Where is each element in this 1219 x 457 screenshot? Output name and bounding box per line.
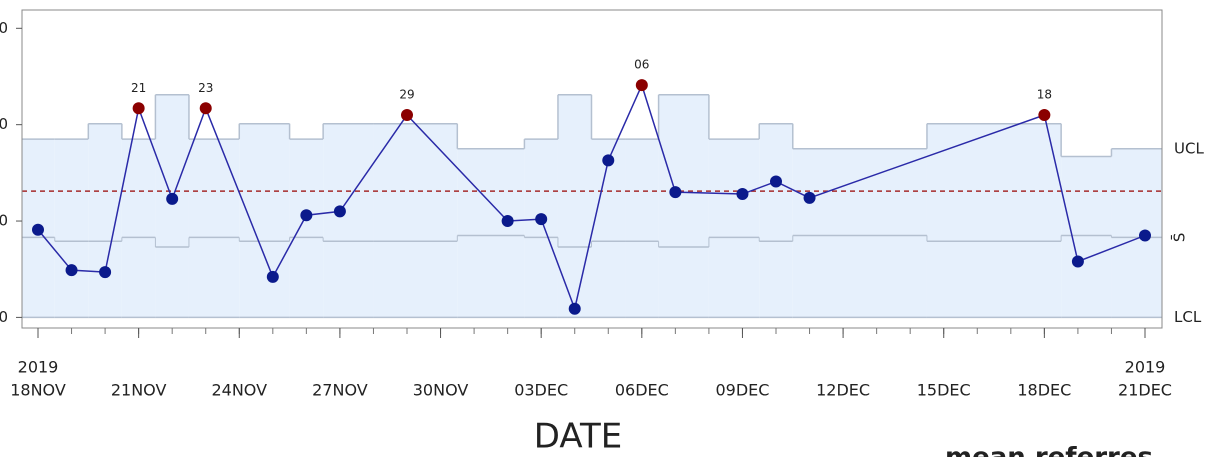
data-point — [669, 186, 682, 199]
limit-band — [1061, 156, 1112, 318]
plot-frame — [21, 9, 1163, 329]
x-tick-label: 30NOV — [413, 381, 469, 400]
limit-band — [658, 94, 709, 318]
limit-band — [239, 123, 290, 318]
x-tick-label: 12DEC — [816, 381, 870, 400]
data-point — [300, 209, 313, 222]
point-label: 23 — [198, 81, 213, 95]
limit-band — [457, 148, 525, 318]
footnote: mean referres — [945, 443, 1153, 457]
data-point — [803, 191, 816, 204]
limit-band — [155, 94, 189, 318]
limit-band — [759, 123, 793, 318]
x-tick-label: 27NOV — [312, 381, 368, 400]
limit-band — [557, 94, 592, 318]
limit-band — [188, 139, 240, 318]
limit-band — [323, 123, 374, 318]
x-tick-label: 06DEC — [615, 381, 669, 400]
y-tick-label: 30 — [0, 19, 8, 37]
point-label: 21 — [131, 81, 146, 95]
data-point — [1139, 229, 1151, 242]
limit-band — [792, 148, 927, 318]
x-tick-label: 03DEC — [514, 381, 568, 400]
center-label: S̄ — [1170, 233, 1189, 243]
data-point — [635, 79, 648, 92]
limit-band — [121, 139, 156, 318]
data-point — [535, 213, 548, 226]
data-point — [501, 215, 514, 228]
data-point — [770, 175, 782, 188]
limit-band — [926, 123, 1062, 318]
y-tick-label: 20 — [0, 115, 8, 133]
x-tick-label: 18NOV — [10, 381, 66, 400]
data-point — [1071, 255, 1084, 268]
limit-band — [289, 139, 324, 318]
x-year-label: 2019 — [18, 358, 59, 377]
x-year-label: 2019 — [1125, 358, 1166, 377]
data-point — [736, 188, 749, 201]
x-tick-label: 09DEC — [715, 381, 769, 400]
limit-band — [591, 139, 626, 318]
x-axis-label: DATE — [534, 417, 622, 457]
data-point — [568, 302, 581, 315]
data-point — [199, 102, 212, 115]
limit-band — [708, 139, 760, 318]
data-point — [32, 223, 44, 236]
point-label: 06 — [634, 58, 649, 72]
data-point — [99, 266, 112, 279]
limit-band — [88, 123, 122, 318]
x-tick-label: 21NOV — [111, 381, 167, 400]
data-point — [65, 264, 78, 277]
limit-band — [625, 139, 659, 318]
point-label: 29 — [399, 88, 414, 102]
x-tick-label: 24NOV — [211, 381, 267, 400]
limit-band — [373, 123, 458, 318]
data-point — [1038, 109, 1051, 122]
data-point — [333, 205, 346, 218]
data-point — [602, 154, 615, 167]
limit-band — [524, 139, 558, 318]
limit-band — [1111, 148, 1162, 318]
data-line — [37, 83, 1146, 312]
ucl-label: UCL — [1174, 139, 1204, 157]
data-point — [401, 109, 413, 122]
data-point — [166, 192, 179, 205]
lcl-label: LCL — [1174, 308, 1202, 326]
y-tick-label: 10 — [0, 212, 8, 230]
limit-band — [54, 139, 89, 318]
x-tick-label: 18DEC — [1017, 381, 1071, 400]
point-label: 18 — [1037, 88, 1052, 102]
x-tick-label: 21DEC — [1118, 381, 1172, 400]
y-tick-label: 0 — [0, 308, 8, 326]
x-tick-label: 15DEC — [917, 381, 971, 400]
data-point — [132, 102, 145, 115]
data-point — [266, 270, 279, 283]
